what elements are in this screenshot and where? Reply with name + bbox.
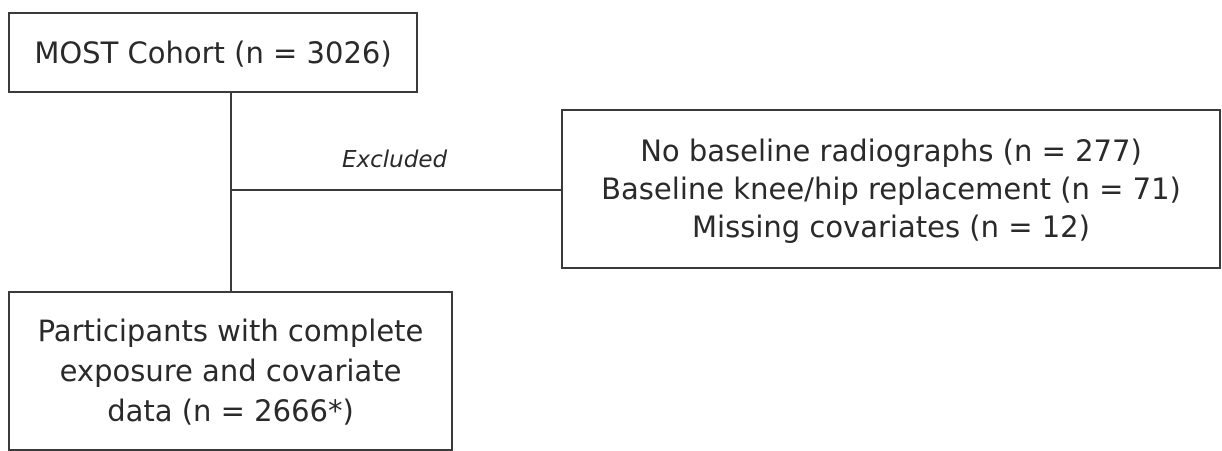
final-participants-box: Participants with complete exposure and … [8,291,453,451]
exclusion-missing-covariates: Missing covariates (n = 12) [692,210,1090,244]
most-cohort-text: MOST Cohort (n = 3026) [34,35,392,70]
connector-exclusion-branch-line [230,189,561,191]
final-participants-line-2: exposure and covariate [59,354,402,388]
exclusion-no-baseline-radiographs: No baseline radiographs (n = 277) [640,134,1142,168]
final-participants-line-1: Participants with complete [37,314,424,348]
final-participants-line-3: data (n = 2666*) [107,394,354,428]
excluded-label: Excluded [342,147,448,173]
most-cohort-box: MOST Cohort (n = 3026) [8,12,418,93]
exclusion-knee-hip-replacement: Baseline knee/hip replacement (n = 71) [601,172,1181,206]
exclusion-box: No baseline radiographs (n = 277) Baseli… [561,109,1221,269]
connector-vertical-line [230,93,232,291]
